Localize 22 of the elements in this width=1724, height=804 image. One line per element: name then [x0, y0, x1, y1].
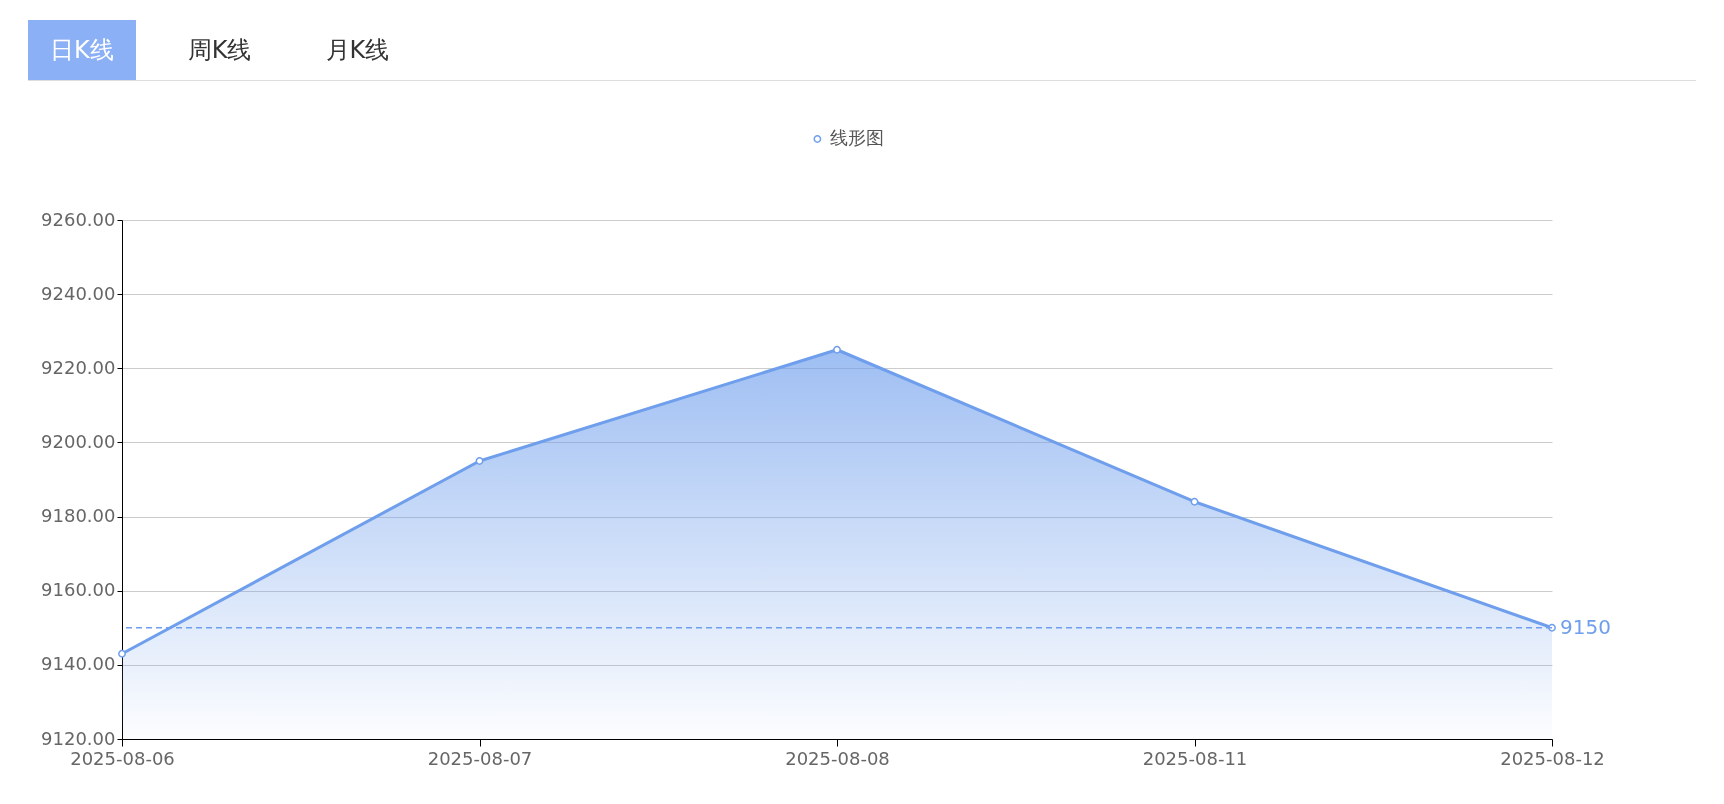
text: 月K线	[324, 35, 391, 66]
y-tick-label: 9160.00	[41, 579, 116, 601]
y-tick-label: 9260.00	[41, 208, 116, 230]
x-tick-label: 2025-08-12	[1500, 747, 1605, 769]
x-tick-label: 2025-08-06	[70, 747, 175, 769]
x-tick-label: 2025-08-08	[785, 747, 890, 769]
text: 日K线	[28, 20, 136, 80]
y-tick-label: 9180.00	[41, 505, 116, 527]
y-tick-label: 9140.00	[41, 653, 116, 675]
ref-line-label: 9150	[1560, 614, 1611, 639]
point	[475, 457, 484, 465]
y-tick-label: 9220.00	[41, 356, 116, 378]
point	[1190, 497, 1199, 506]
point	[833, 345, 841, 354]
y-tick-label: 9120.00	[41, 727, 116, 749]
x-tick-label: 2025-08-07	[427, 747, 533, 769]
y-tick-label: 9240.00	[41, 282, 116, 304]
text: 周K线	[186, 35, 253, 66]
legend-label: 线形图	[830, 127, 885, 148]
y-tick-label: 9200.00	[41, 430, 116, 452]
x-tick-label: 2025-08-11	[1142, 747, 1248, 769]
point	[118, 649, 126, 658]
